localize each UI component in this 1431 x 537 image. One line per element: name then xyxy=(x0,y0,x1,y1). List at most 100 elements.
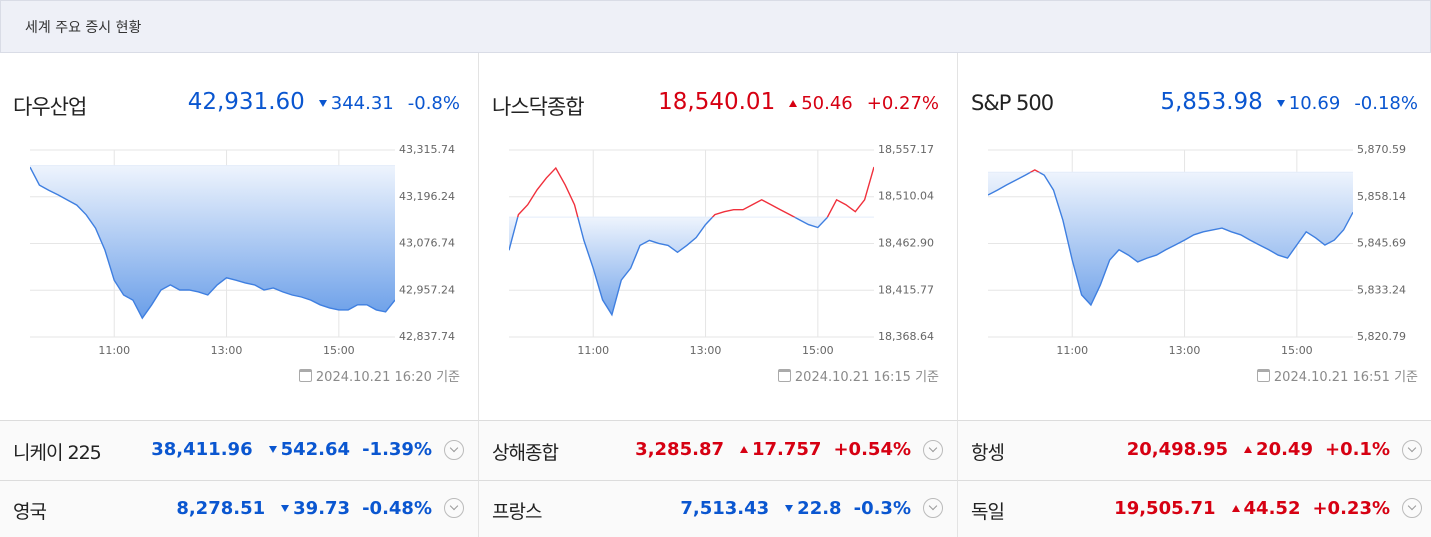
y-tick-label: 5,858.14 xyxy=(1357,190,1406,203)
index-panel: 나스닥종합 18,540.01 50.46 +0.27% 2024.10.21 16:1… xyxy=(479,53,958,420)
index-row: 항셍 20,498.95 20.49 +0.1% xyxy=(958,420,1431,480)
index-name: 항셍 xyxy=(971,442,1005,464)
change-value: 44.52 xyxy=(1243,497,1301,519)
change-pct: +0.27% xyxy=(866,93,939,114)
y-tick-label: 18,462.90 xyxy=(878,237,934,250)
price: 20,498.95 xyxy=(1126,439,1229,460)
index-row: 영국 8,278.51 39.73 -0.48% xyxy=(0,480,479,537)
direction-icon xyxy=(268,446,277,453)
direction-icon xyxy=(1231,504,1240,512)
change-value: 50.46 xyxy=(801,93,853,114)
price: 5,853.98 xyxy=(1160,89,1263,115)
y-tick-label: 18,368.64 xyxy=(878,330,934,343)
index-name: 다우산업 xyxy=(13,95,87,119)
expand-button[interactable] xyxy=(444,498,464,518)
y-tick-label: 43,315.74 xyxy=(399,143,455,156)
price: 3,285.87 xyxy=(635,439,724,460)
x-tick-label: 13:00 xyxy=(690,344,722,357)
direction-icon xyxy=(1276,100,1285,107)
change-pct: +0.54% xyxy=(833,439,911,460)
change-pct: +0.23% xyxy=(1312,497,1390,519)
price: 7,513.43 xyxy=(680,497,770,519)
timestamp-text: 2024.10.21 16:15 기준 xyxy=(794,370,939,385)
line-down xyxy=(509,217,829,317)
change: 344.31 xyxy=(318,93,394,114)
area xyxy=(988,172,1353,305)
y-tick-label: 43,076.74 xyxy=(399,237,455,250)
timestamp: 2024.10.21 16:20 기준 xyxy=(298,366,460,385)
index-name: 영국 xyxy=(13,500,47,523)
change: 20.49 xyxy=(1244,439,1313,460)
x-tick-label: 15:00 xyxy=(802,344,834,357)
line-chart: 42,837.74 42,957.24 43,076.74 43,196.24 43,3… xyxy=(30,143,455,357)
change: 17.757 xyxy=(740,439,821,460)
line-chart: 18,368.64 18,415.77 18,462.90 18,510.04 18,5… xyxy=(509,143,934,357)
y-tick-label: 18,557.17 xyxy=(878,143,934,156)
expand-button[interactable] xyxy=(1402,439,1422,460)
calendar-icon xyxy=(298,369,312,382)
direction-icon xyxy=(1244,446,1253,453)
header-title: 세계 주요 증시 현황 xyxy=(25,20,142,36)
quote: 19,505.71 44.52 +0.23% xyxy=(1114,498,1422,519)
change-pct: +0.1% xyxy=(1324,439,1390,460)
change-pct: -1.39% xyxy=(362,439,432,460)
calendar-icon xyxy=(1256,369,1270,382)
change-pct: -0.8% xyxy=(407,93,460,114)
change: 44.52 xyxy=(1231,497,1301,519)
x-tick-label: 15:00 xyxy=(323,344,355,357)
timestamp-text: 2024.10.21 16:20 기준 xyxy=(315,370,460,385)
y-tick-label: 18,415.77 xyxy=(878,283,934,296)
change: 542.64 xyxy=(268,439,351,460)
line-up xyxy=(517,166,874,218)
y-tick-label: 5,820.79 xyxy=(1357,330,1406,343)
price: 8,278.51 xyxy=(176,497,266,519)
change-value: 344.31 xyxy=(330,93,394,114)
change-pct: -0.18% xyxy=(1354,93,1418,114)
price: 38,411.96 xyxy=(151,439,253,460)
index-name: S&P 500 xyxy=(971,91,1054,115)
x-tick-label: 13:00 xyxy=(211,344,243,357)
price: 19,505.71 xyxy=(1114,497,1216,519)
change-pct: -0.3% xyxy=(853,497,911,519)
y-tick-label: 5,845.69 xyxy=(1357,237,1406,250)
area xyxy=(30,165,395,319)
line-down xyxy=(30,166,395,320)
index-row: 프랑스 7,513.43 22.8 -0.3% xyxy=(479,480,958,537)
change-pct: -0.48% xyxy=(362,497,432,519)
price: 42,931.60 xyxy=(187,89,305,115)
change-value: 39.73 xyxy=(293,497,351,519)
index-panel: 다우산업 42,931.60 344.31 -0.8% 2024.10.21 16:20… xyxy=(0,53,479,420)
change-value: 10.69 xyxy=(1288,93,1341,114)
quote: 38,411.96 542.64 -1.39% xyxy=(151,439,464,460)
index-row: 독일 19,505.71 44.52 +0.23% xyxy=(958,480,1431,537)
quote: 20,498.95 20.49 +0.1% xyxy=(1127,439,1422,460)
timestamp: 2024.10.21 16:15 기준 xyxy=(777,366,939,385)
price: 18,540.01 xyxy=(658,89,776,115)
index-name: 상해종합 xyxy=(492,442,559,464)
direction-icon xyxy=(740,446,748,453)
change-value: 22.8 xyxy=(797,497,842,519)
expand-button[interactable] xyxy=(1402,498,1422,518)
change: 10.69 xyxy=(1276,93,1341,114)
direction-icon xyxy=(785,504,794,512)
y-tick-label: 18,510.04 xyxy=(878,190,934,203)
index-row: 니케이 225 38,411.96 542.64 -1.39% xyxy=(0,420,479,480)
direction-icon xyxy=(281,504,290,512)
y-tick-label: 43,196.24 xyxy=(399,190,455,203)
y-tick-label: 5,870.59 xyxy=(1357,143,1406,156)
expand-button[interactable] xyxy=(444,439,464,460)
quote: 5,853.98 10.69 -0.18% xyxy=(1160,89,1418,115)
expand-button[interactable] xyxy=(923,498,943,518)
index-name: 독일 xyxy=(971,500,1005,523)
quote: 18,540.01 50.46 +0.27% xyxy=(658,89,939,115)
change-value: 542.64 xyxy=(280,439,351,460)
index-name: 나스닥종합 xyxy=(492,95,585,119)
change-value: 17.757 xyxy=(752,439,822,460)
expand-button[interactable] xyxy=(923,439,943,460)
x-tick-label: 13:00 xyxy=(1169,344,1201,357)
line-chart: 5,820.79 5,833.24 5,845.69 5,858.14 5,870.59… xyxy=(988,143,1406,357)
change: 50.46 xyxy=(789,93,853,114)
change-value: 20.49 xyxy=(1256,439,1313,460)
x-tick-label: 11:00 xyxy=(98,344,130,357)
